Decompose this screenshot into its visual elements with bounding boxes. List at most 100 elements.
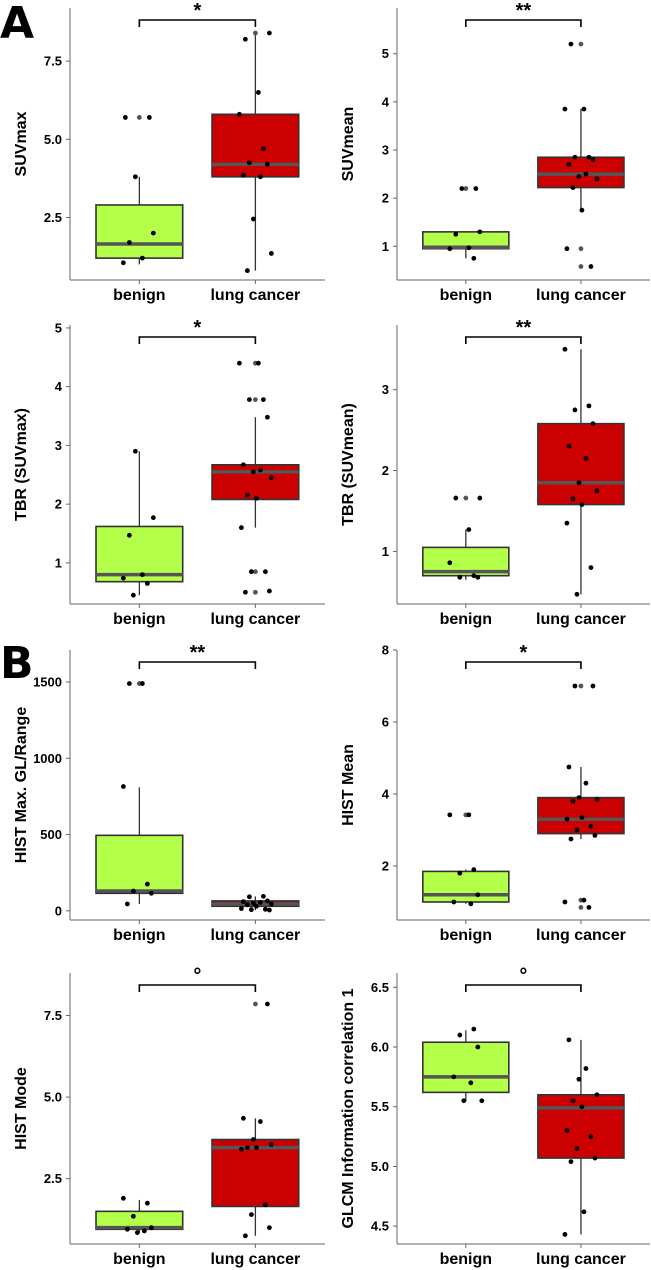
y-axis-title: TBR (SUVmax): [13, 408, 30, 521]
data-point: [583, 1066, 589, 1071]
x-tick-label: benign: [440, 287, 492, 304]
data-point: [150, 230, 156, 236]
data-point: [255, 90, 261, 95]
y-tick-label: 6: [382, 715, 389, 730]
data-point: [248, 569, 254, 575]
box-benign: [95, 834, 184, 895]
y-tick-label: 500: [40, 827, 62, 842]
data-point: [564, 520, 570, 526]
y-tick-label: 4: [55, 379, 63, 394]
data-point: [268, 1142, 274, 1147]
data-point: [576, 480, 582, 486]
data-point: [244, 902, 250, 908]
box-benign: [422, 1041, 510, 1094]
data-point: [238, 525, 244, 531]
data-point: [570, 496, 576, 502]
data-point: [451, 1074, 457, 1080]
data-point: [468, 901, 474, 907]
data-point: [268, 475, 274, 481]
data-point: [126, 240, 132, 245]
data-point: [120, 575, 126, 581]
data-point: [126, 532, 132, 538]
x-tick-label: lung cancer: [536, 927, 626, 944]
y-tick-label: 6.0: [371, 1040, 389, 1055]
data-point: [477, 495, 483, 501]
y-tick-label: 8: [382, 643, 389, 658]
significance-bracket: [138, 336, 257, 344]
chart-1: 2.5 5.0 7.5 SUVmax benign lung cancer *: [13, 0, 325, 304]
data-point: [240, 899, 246, 905]
data-point: [457, 1032, 463, 1038]
data-point: [266, 907, 272, 913]
data-point: [268, 901, 274, 907]
data-point: [244, 1145, 250, 1151]
data-point: [590, 157, 596, 163]
data-point: [253, 1145, 259, 1151]
data-point: [453, 231, 459, 237]
data-point: [579, 1104, 585, 1110]
data-point: [240, 172, 246, 178]
data-point: [134, 1230, 140, 1235]
data-point: [592, 833, 598, 838]
data-point: [146, 115, 152, 120]
data-point: [562, 106, 568, 112]
data-point: [570, 185, 576, 190]
x-tick-label: benign: [440, 611, 492, 628]
y-tick-label: 2: [382, 463, 389, 478]
data-point: [124, 901, 130, 907]
chart-7: 2.5 5.0 7.5 HIST Mode benign lung cancer °: [13, 965, 325, 1268]
significance-bracket: [138, 661, 257, 669]
x-tick-label: lung cancer: [210, 927, 300, 944]
data-point: [594, 797, 600, 802]
data-point: [475, 1044, 481, 1050]
data-point: [475, 892, 481, 898]
data-point: [471, 1026, 477, 1032]
data-point: [246, 397, 252, 402]
significance-label: *: [519, 642, 527, 664]
box-benign: [95, 525, 184, 583]
data-point: [130, 888, 136, 894]
outlier-point: [463, 495, 469, 501]
data-point: [447, 812, 453, 818]
outlier-point: [578, 246, 584, 252]
data-point: [244, 492, 250, 498]
y-tick-label: 0: [55, 903, 62, 918]
data-point: [240, 462, 246, 468]
y-axis-title: GLCM Information correlation 1: [340, 988, 357, 1228]
box-benign: [95, 204, 184, 259]
data-point: [581, 897, 587, 903]
data-point: [253, 495, 259, 501]
significance-bracket: [465, 19, 582, 27]
data-point: [264, 414, 270, 420]
data-point: [242, 1233, 248, 1239]
data-point: [562, 346, 568, 352]
y-tick-label: 3: [382, 382, 389, 397]
data-point: [236, 360, 242, 366]
data-point: [451, 899, 457, 905]
y-tick-label: 2: [382, 859, 389, 874]
data-point: [572, 683, 578, 689]
data-point: [459, 186, 465, 191]
box-lung-cancer: [211, 1138, 300, 1208]
data-point: [457, 574, 463, 580]
data-point: [576, 174, 582, 179]
data-point: [586, 905, 592, 910]
data-point: [564, 246, 570, 252]
data-point: [268, 251, 274, 256]
data-point: [590, 683, 596, 689]
y-tick-label: 7.5: [44, 1008, 62, 1023]
data-point: [139, 681, 145, 686]
data-point: [266, 588, 272, 594]
data-point: [144, 581, 150, 586]
data-point: [570, 1098, 576, 1104]
y-axis-title: HIST Mean: [340, 744, 357, 826]
data-point: [457, 870, 463, 876]
y-tick-label: 2.5: [44, 210, 62, 225]
data-point: [148, 1225, 154, 1231]
data-point: [244, 268, 250, 274]
data-point: [257, 174, 263, 180]
data-point: [566, 764, 572, 770]
data-point: [594, 176, 600, 182]
data-point: [260, 397, 266, 402]
